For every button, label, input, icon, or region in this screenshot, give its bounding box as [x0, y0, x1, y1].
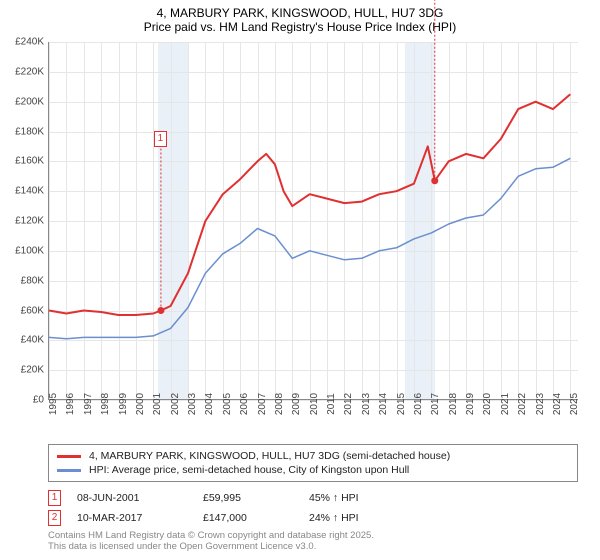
x-tick-label: 2004 [204, 393, 215, 415]
legend-label: 4, MARBURY PARK, KINGSWOOD, HULL, HU7 3D… [89, 450, 450, 462]
x-tick-label: 2024 [552, 393, 563, 415]
x-tick-label: 2023 [535, 393, 546, 415]
x-tick-label: 1997 [83, 393, 94, 415]
y-tick-label: £200K [15, 96, 44, 107]
series-line-hpi [49, 158, 570, 338]
chart-title: 4, MARBURY PARK, KINGSWOOD, HULL, HU7 3D… [10, 6, 590, 20]
x-tick-label: 2019 [465, 393, 476, 415]
x-tick-label: 2025 [569, 393, 580, 415]
legend-swatch [57, 469, 81, 472]
marker-price: £147,000 [203, 512, 293, 524]
x-tick-label: 1999 [118, 393, 129, 415]
y-tick-label: £40K [21, 335, 44, 346]
x-tick-label: 2012 [343, 393, 354, 415]
x-tick-label: 2020 [482, 393, 493, 415]
y-tick-label: £100K [15, 245, 44, 256]
x-axis: 1995199619971998199920002001200220032004… [48, 400, 578, 450]
series-line-property [49, 94, 570, 315]
footer-line: This data is licensed under the Open Gov… [48, 541, 578, 552]
y-tick-label: £220K [15, 66, 44, 77]
x-tick-label: 2017 [430, 393, 441, 415]
y-tick-label: £120K [15, 216, 44, 227]
y-tick-label: £180K [15, 126, 44, 137]
marker-callout-1: 1 [154, 131, 167, 147]
x-tick-label: 2003 [187, 393, 198, 415]
x-tick-label: 2008 [274, 393, 285, 415]
legend-swatch [57, 455, 81, 458]
x-tick-label: 2009 [291, 393, 302, 415]
title-block: 4, MARBURY PARK, KINGSWOOD, HULL, HU7 3D… [0, 0, 600, 36]
x-tick-label: 2005 [222, 393, 233, 415]
plot-area: 12 [48, 42, 578, 400]
marker-pct: 24% ↑ HPI [309, 512, 399, 524]
marker-pct: 45% ↑ HPI [309, 492, 399, 504]
x-tick-label: 2000 [135, 393, 146, 415]
x-tick-label: 2021 [500, 393, 511, 415]
marker-date: 08-JUN-2001 [77, 492, 187, 504]
x-tick-label: 2016 [413, 393, 424, 415]
x-tick-label: 2011 [326, 393, 337, 415]
x-tick-label: 2006 [239, 393, 250, 415]
x-tick-label: 1995 [48, 393, 59, 415]
x-tick-label: 2015 [396, 393, 407, 415]
y-tick-label: £0 [33, 395, 44, 406]
chart-svg [49, 42, 578, 399]
y-axis: £0£20K£40K£60K£80K£100K£120K£140K£160K£1… [0, 42, 48, 400]
legend-item: HPI: Average price, semi-detached house,… [57, 463, 569, 477]
footer: Contains HM Land Registry data © Crown c… [48, 530, 578, 553]
x-tick-label: 2014 [378, 393, 389, 415]
y-tick-label: £80K [21, 275, 44, 286]
chart-container: 4, MARBURY PARK, KINGSWOOD, HULL, HU7 3D… [0, 0, 600, 560]
x-tick-label: 2001 [152, 393, 163, 415]
y-tick-label: £20K [21, 365, 44, 376]
marker-number: 2 [48, 510, 61, 526]
x-tick-label: 1996 [65, 393, 76, 415]
marker-number: 1 [48, 490, 61, 506]
x-tick-label: 2013 [361, 393, 372, 415]
marker-row: 2 10-MAR-2017 £147,000 24% ↑ HPI [48, 508, 578, 528]
x-tick-label: 2018 [448, 393, 459, 415]
x-tick-label: 2007 [257, 393, 268, 415]
legend-item: 4, MARBURY PARK, KINGSWOOD, HULL, HU7 3D… [57, 449, 569, 463]
y-tick-label: £140K [15, 186, 44, 197]
marker-price: £59,995 [203, 492, 293, 504]
y-tick-label: £240K [15, 37, 44, 48]
footer-line: Contains HM Land Registry data © Crown c… [48, 530, 578, 541]
y-tick-label: £160K [15, 156, 44, 167]
x-tick-label: 2010 [309, 393, 320, 415]
y-tick-label: £60K [21, 305, 44, 316]
x-tick-label: 2002 [170, 393, 181, 415]
marker-date: 10-MAR-2017 [77, 512, 187, 524]
legend: 4, MARBURY PARK, KINGSWOOD, HULL, HU7 3D… [48, 444, 578, 482]
x-tick-label: 2022 [517, 393, 528, 415]
marker-table: 1 08-JUN-2001 £59,995 45% ↑ HPI 2 10-MAR… [48, 488, 578, 528]
legend-label: HPI: Average price, semi-detached house,… [89, 464, 409, 476]
chart-subtitle: Price paid vs. HM Land Registry's House … [10, 20, 590, 34]
marker-row: 1 08-JUN-2001 £59,995 45% ↑ HPI [48, 488, 578, 508]
x-tick-label: 1998 [100, 393, 111, 415]
